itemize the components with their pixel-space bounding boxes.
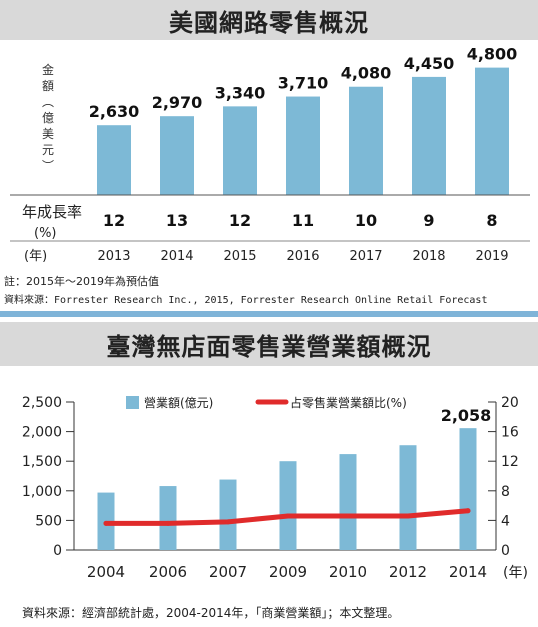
chart2-source: 資料來源：經濟部統計處，2004-2014年，「商業營業額」；本文整理。 — [22, 606, 400, 620]
bar-value-label: 4,450 — [404, 54, 455, 73]
legend-bar-swatch — [126, 396, 139, 409]
x-tick-label: 2013 — [97, 249, 130, 264]
share-point — [345, 513, 351, 519]
growth-rate: 12 — [229, 211, 251, 230]
x-tick-label: 2017 — [349, 249, 382, 264]
right-tick-label: 20 — [501, 395, 519, 411]
share-point — [103, 520, 109, 526]
growth-rate: 10 — [355, 211, 377, 230]
section-divider — [0, 311, 538, 317]
bar — [412, 76, 446, 195]
highlight-value-label: 2,058 — [441, 406, 492, 425]
x-tick-label: 2009 — [269, 563, 307, 581]
ylabel-char: 額 — [42, 79, 54, 93]
bar-value-label: 2,970 — [152, 93, 203, 112]
ylabel-char: 元 — [42, 143, 54, 157]
growth-row-label: 年成長率 — [22, 203, 82, 221]
x-tick-label: 2014 — [160, 249, 193, 264]
bar — [279, 461, 297, 550]
x-tick-label: 2019 — [475, 249, 508, 264]
bar-value-label: 3,710 — [278, 74, 329, 93]
right-tick-label: 12 — [501, 454, 519, 470]
ylabel-char: ︵ — [42, 95, 54, 109]
growth-rate: 11 — [292, 211, 314, 230]
right-tick-label: 4 — [501, 513, 510, 529]
chart2-panel: 0 500 1,000 1,500 2,000 2,500 0 4 8 12 16 20 2,058 20… — [10, 366, 530, 597]
bar-value-label: 2,630 — [89, 102, 140, 121]
bar — [97, 125, 131, 195]
left-tick-label: 500 — [35, 513, 62, 529]
x-tick-label: 2010 — [329, 563, 367, 581]
growth-row-unit: (%) — [34, 226, 57, 241]
x-tick-label: 2014 — [449, 563, 487, 581]
x-tick-label: 2016 — [286, 249, 319, 264]
bar — [219, 479, 237, 550]
ylabel-char: 美 — [42, 127, 54, 141]
x-tick-label: 2006 — [149, 563, 187, 581]
share-point — [465, 508, 471, 514]
x-tick-label: 2018 — [412, 249, 445, 264]
bar — [349, 86, 383, 195]
x-tick-label: 2015 — [223, 249, 256, 264]
chart1-title: 美國網路零售概況 — [0, 0, 538, 40]
chart1-note: 註：2015年～2019年為預估值 — [4, 275, 159, 288]
year-row-label: (年) — [24, 249, 47, 264]
left-tick-label: 2,000 — [22, 425, 62, 441]
ylabel-char: 億 — [42, 111, 54, 125]
bar — [223, 106, 257, 195]
bar — [339, 454, 357, 550]
share-point — [405, 513, 411, 519]
x-tick-label: 2012 — [389, 563, 427, 581]
bar-value-label: 4,800 — [467, 45, 518, 64]
left-tick-label: 1,000 — [22, 484, 62, 500]
chart1-svg: 金額 ︵ 億美元 ︶ 2,630 2,970 3,340 3,710 4,080 4,450 4,8… — [10, 45, 530, 264]
bar — [399, 445, 417, 550]
bar — [475, 67, 509, 195]
growth-rate: 12 — [103, 211, 125, 230]
left-tick-label: 2,500 — [22, 395, 62, 411]
left-tick-label: 0 — [53, 543, 62, 559]
right-tick-label: 0 — [501, 543, 510, 559]
growth-rate: 8 — [486, 211, 497, 230]
bar — [160, 116, 194, 195]
right-tick-label: 16 — [501, 425, 519, 441]
bar — [459, 428, 477, 550]
chart2-title: 臺灣無店面零售業營業額概況 — [0, 322, 538, 366]
right-tick-label: 8 — [501, 484, 510, 500]
chart1-panel: 金額 ︵ 億美元 ︶ 2,630 2,970 3,340 3,710 4,080 4,450 4,8… — [10, 40, 530, 270]
share-point — [285, 513, 291, 519]
growth-rate: 13 — [166, 211, 188, 230]
left-tick-label: 1,500 — [22, 454, 62, 470]
x-tick-label: 2004 — [87, 563, 125, 581]
ylabel-char: ︶ — [42, 159, 54, 173]
bar-value-label: 4,080 — [341, 64, 392, 83]
bar-value-label: 3,340 — [215, 83, 266, 102]
x-tick-label: 2007 — [209, 563, 247, 581]
growth-rate: 9 — [423, 211, 434, 230]
x-unit-label: (年) — [503, 565, 528, 581]
legend-bar-label: 營業額(億元) — [144, 396, 213, 410]
ylabel-char: 金 — [42, 62, 54, 77]
bar — [286, 96, 320, 195]
legend-line-label: 占零售業營業額比(%) — [290, 395, 407, 410]
chart2-svg: 0 500 1,000 1,500 2,000 2,500 0 4 8 12 16 20 2,058 20… — [22, 395, 528, 581]
bar — [159, 486, 177, 550]
chart1-source: 資料來源：Forrester Research Inc., 2015, Forr… — [4, 295, 488, 306]
share-point — [225, 519, 231, 525]
share-point — [165, 520, 171, 526]
